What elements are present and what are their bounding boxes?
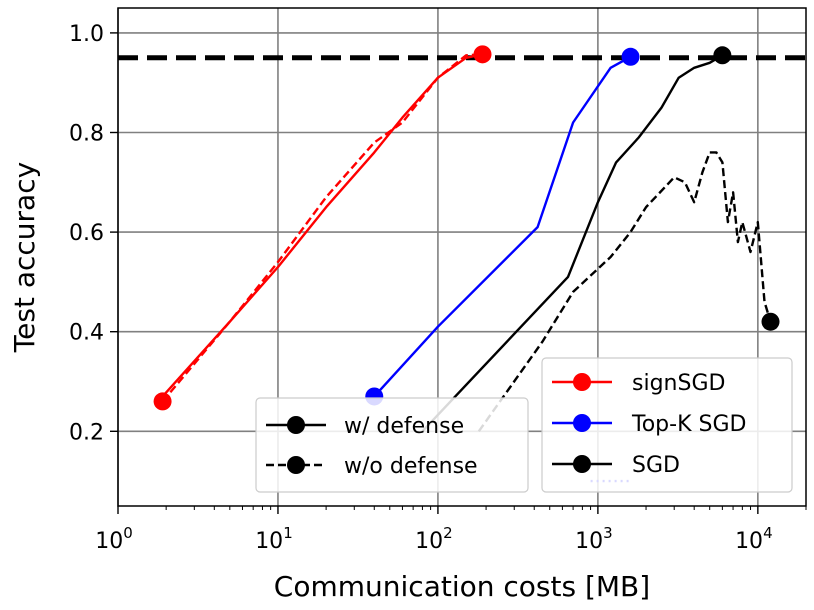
y-axis-label: Test accuracy xyxy=(8,162,41,353)
x-tick-label: 100 xyxy=(95,524,133,554)
legend-defense-label: w/o defense xyxy=(344,454,478,479)
marker-end-sgd-w-defense xyxy=(713,46,732,65)
marker-end-signsgd-w-defense xyxy=(473,45,492,64)
series-layer xyxy=(153,45,780,483)
y-tick-label: 1.0 xyxy=(69,22,104,47)
plot-frame xyxy=(117,7,807,507)
legend-defense-marker xyxy=(287,416,305,434)
legend-defense: w/ defense w/o defense xyxy=(255,397,529,493)
series-line-sgd-w-o-defense xyxy=(477,151,772,432)
marker-start-signsgd-w-o-defense xyxy=(153,392,172,411)
y-tick-label: 0.4 xyxy=(69,321,104,346)
marker-end-sgd-w-o-defense xyxy=(761,312,780,331)
legend-method-marker xyxy=(573,414,591,432)
series-line-sgd-w-defense xyxy=(421,54,724,433)
y-tick-label: 0.2 xyxy=(69,420,104,445)
x-tick-label: 103 xyxy=(575,524,613,554)
legend-method-marker xyxy=(573,455,591,473)
series-line-signsgd-w-defense xyxy=(161,53,483,398)
y-tick-label: 0.8 xyxy=(69,122,104,147)
legend-method-marker xyxy=(573,373,591,391)
y-tick-label: 0.6 xyxy=(69,221,104,246)
series-line-signsgd-w-o-defense xyxy=(161,53,483,403)
marker-end-top-k-sgd-w-defense xyxy=(621,47,640,66)
series-line-top-k-sgd-w-defense xyxy=(373,55,632,398)
axes-layer: 100 101 102 103 104 0.2 0.4 0.6 0.8 1.0 xyxy=(69,22,807,554)
legend-defense-frame xyxy=(255,397,529,493)
legend-method-label: SGD xyxy=(632,453,680,478)
legend-methods-frame xyxy=(541,357,793,493)
legend-defense-marker xyxy=(287,456,305,474)
legend-method-label: signSGD xyxy=(632,371,725,396)
legend-defense-label: w/ defense xyxy=(344,414,464,439)
x-tick-label: 101 xyxy=(255,524,293,554)
legend-methods: signSGD Top-K SGD SGD xyxy=(541,357,793,493)
x-tick-label: 102 xyxy=(415,524,453,554)
x-tick-label: 104 xyxy=(735,524,773,554)
legend-method-label: Top-K SGD xyxy=(631,412,746,437)
legends: w/ defense w/o defense signSGD Top-K SGD SGD xyxy=(255,357,793,493)
x-axis-label: Communication costs [MB] xyxy=(274,570,650,603)
